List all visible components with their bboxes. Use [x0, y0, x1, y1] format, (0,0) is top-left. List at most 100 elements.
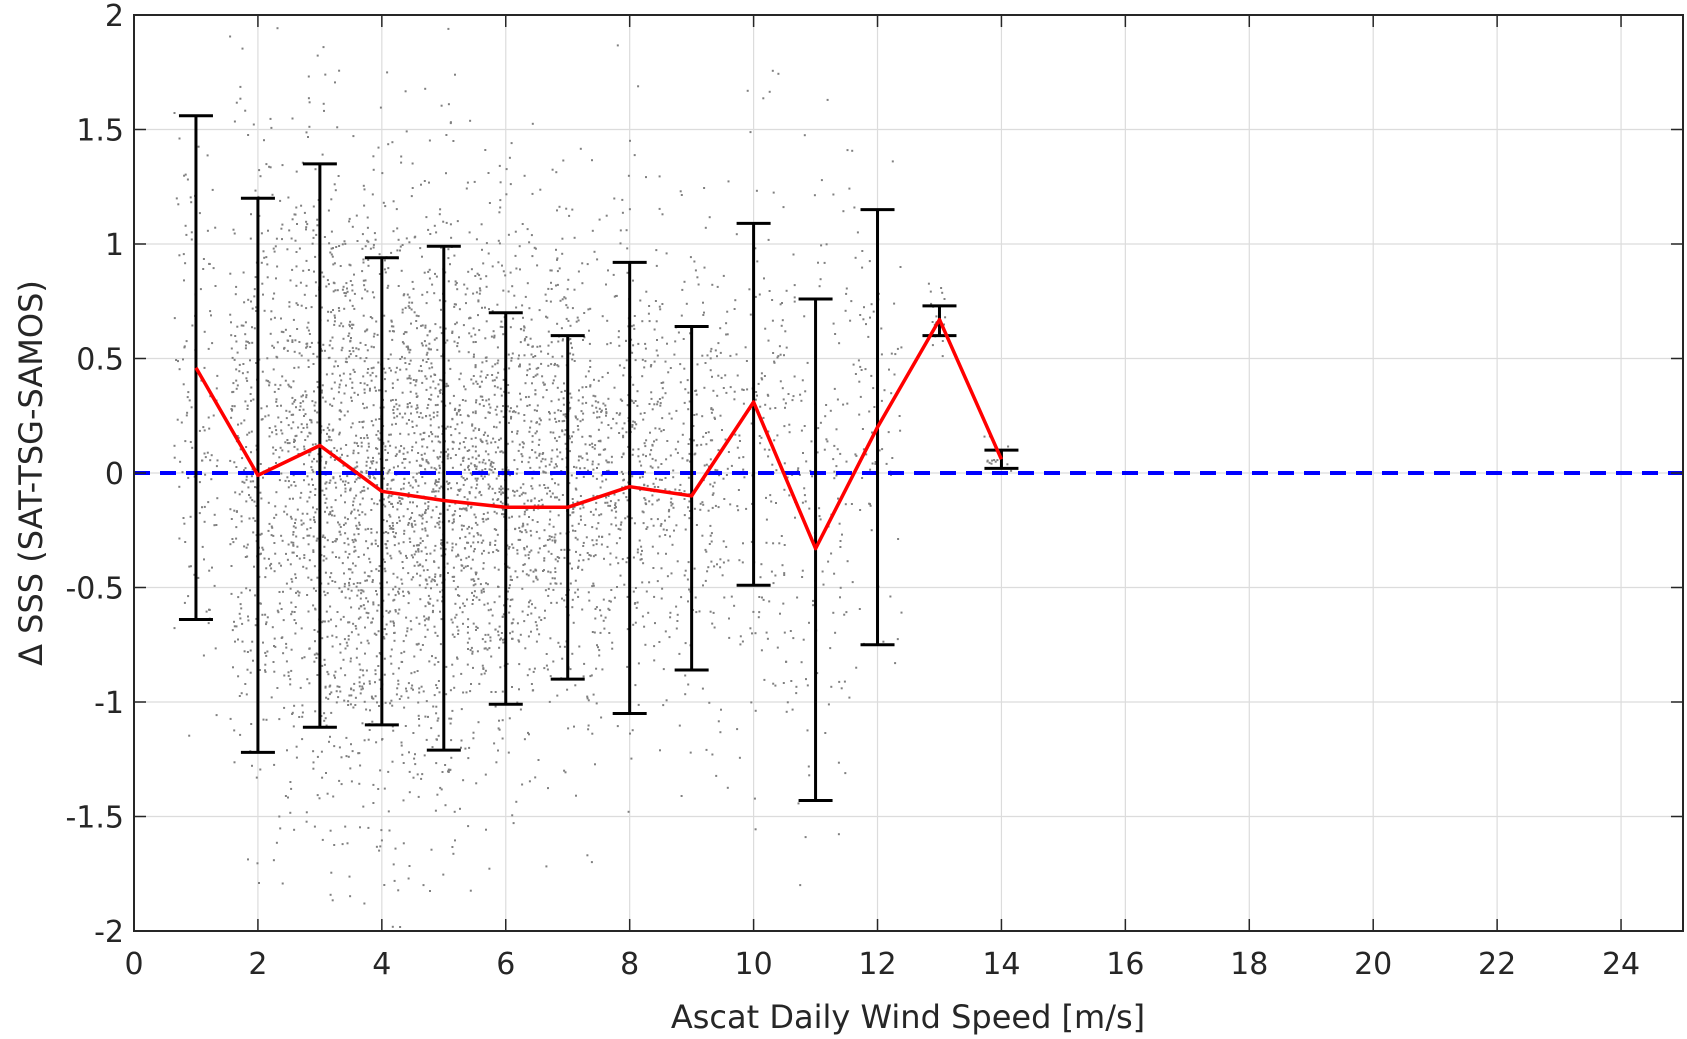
scatter-point	[495, 426, 498, 429]
scatter-point	[275, 841, 278, 844]
scatter-point	[637, 448, 640, 451]
scatter-point	[436, 687, 439, 689]
scatter-point	[734, 299, 737, 302]
scatter-point	[477, 314, 479, 317]
scatter-point	[366, 449, 369, 452]
scatter-point	[688, 452, 691, 455]
scatter-point	[774, 407, 777, 409]
scatter-point	[440, 308, 442, 311]
scatter-point	[175, 197, 178, 200]
scatter-point	[792, 253, 795, 256]
scatter-point	[656, 580, 659, 583]
scatter-point	[402, 515, 405, 518]
scatter-point	[241, 47, 244, 50]
scatter-point	[548, 412, 551, 415]
scatter-point	[675, 627, 678, 630]
scatter-point	[529, 426, 532, 429]
scatter-point	[293, 445, 296, 448]
scatter-point	[561, 339, 564, 342]
scatter-point	[407, 348, 410, 351]
scatter-point	[494, 628, 497, 631]
scatter-point	[384, 271, 387, 274]
scatter-point	[490, 469, 493, 472]
scatter-point	[842, 403, 845, 406]
scatter-point	[447, 248, 450, 251]
scatter-point	[418, 724, 421, 727]
scatter-point	[367, 475, 370, 478]
scatter-point	[436, 456, 439, 459]
scatter-point	[402, 332, 405, 335]
scatter-point	[607, 504, 610, 507]
scatter-point	[321, 396, 324, 399]
scatter-point	[528, 367, 531, 370]
scatter-point	[544, 465, 547, 468]
scatter-point	[342, 285, 345, 288]
scatter-point	[454, 283, 457, 286]
scatter-point	[474, 364, 477, 367]
scatter-point	[402, 482, 405, 485]
scatter-point	[376, 609, 379, 612]
scatter-point	[351, 346, 354, 349]
scatter-point	[754, 828, 757, 831]
scatter-point	[639, 476, 641, 479]
scatter-point	[448, 520, 451, 523]
scatter-point	[447, 488, 449, 491]
scatter-point	[403, 458, 405, 461]
scatter-point	[596, 644, 598, 647]
scatter-point	[215, 465, 218, 468]
scatter-point	[573, 360, 576, 362]
scatter-point	[391, 423, 394, 426]
scatter-point	[593, 447, 596, 450]
scatter-point	[844, 503, 847, 506]
scatter-point	[344, 674, 347, 677]
scatter-point	[357, 633, 360, 636]
scatter-point	[511, 440, 514, 443]
scatter-point	[687, 561, 690, 564]
scatter-point	[472, 541, 475, 544]
scatter-point	[856, 231, 859, 234]
scatter-point	[430, 348, 432, 351]
scatter-point	[543, 557, 546, 560]
scatter-point	[563, 382, 565, 385]
scatter-point	[437, 566, 440, 569]
scatter-point	[301, 161, 304, 164]
scatter-point	[405, 368, 408, 371]
scatter-point	[213, 584, 216, 587]
scatter-point	[300, 627, 303, 630]
scatter-point	[202, 426, 205, 429]
scatter-point	[372, 460, 375, 463]
scatter-point	[176, 418, 179, 421]
scatter-point	[634, 359, 637, 362]
scatter-point	[496, 533, 499, 536]
scatter-point	[745, 507, 748, 510]
scatter-point	[296, 555, 298, 557]
scatter-point	[259, 553, 261, 556]
scatter-point	[307, 359, 310, 362]
axis-ticks: 0 2 4 6 8 10 12 14 16 18 20 22 24-2-1.5-1-0.500.511.…	[65, 0, 1683, 982]
scatter-point	[265, 379, 268, 382]
scatter-point	[321, 384, 324, 387]
scatter-point	[839, 586, 842, 589]
scatter-point	[320, 389, 323, 392]
scatter-point	[458, 378, 461, 381]
scatter-point	[687, 391, 690, 394]
scatter-point	[543, 559, 546, 562]
scatter-point	[528, 430, 531, 433]
scatter-point	[332, 281, 335, 284]
scatter-point	[360, 688, 363, 691]
scatter-point	[256, 862, 259, 865]
scatter-point	[253, 500, 256, 503]
scatter-point	[435, 275, 438, 278]
scatter-point	[709, 458, 712, 461]
scatter-point	[645, 176, 647, 179]
scatter-point	[353, 273, 355, 276]
scatter-point	[357, 617, 360, 620]
scatter-point	[452, 566, 455, 569]
scatter-point	[288, 305, 291, 308]
scatter-point	[338, 685, 341, 688]
scatter-point	[367, 600, 369, 603]
scatter-point	[581, 608, 584, 611]
scatter-point	[650, 364, 653, 366]
scatter-point	[750, 540, 753, 543]
scatter-point	[358, 685, 361, 688]
